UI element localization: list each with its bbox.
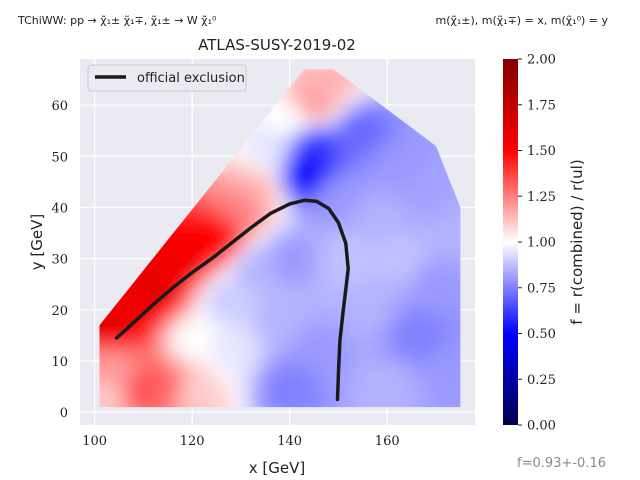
- x-tick-label: 120: [180, 434, 205, 449]
- x-tick-label: 160: [375, 434, 400, 449]
- x-tick-label: 140: [277, 434, 302, 449]
- y-axis: 0 10 20 30 40 50 60: [51, 99, 68, 421]
- legend-entry-official-exclusion: official exclusion: [137, 71, 245, 86]
- header-left: TChiWW: pp → χ̃₁± χ̃₁∓, χ̃₁± → W χ̃₁⁰: [17, 14, 217, 27]
- y-tick-label: 50: [51, 150, 68, 165]
- colorbar-label: f = r(combined) / r(ul): [568, 159, 586, 324]
- colorbar-tick-label: 2.00: [527, 53, 556, 68]
- y-tick-label: 60: [51, 99, 68, 114]
- legend: official exclusion: [87, 64, 247, 92]
- x-axis-label: x [GeV]: [249, 459, 305, 477]
- colorbar-tick-label: 0.50: [527, 327, 556, 342]
- colorbar: [503, 59, 518, 425]
- y-tick-label: 40: [51, 201, 68, 216]
- x-tick-label: 100: [82, 434, 107, 449]
- chart-title: ATLAS-SUSY-2019-02: [198, 36, 356, 54]
- header-right: m(χ̃₁±), m(χ̃₁∓) = x, m(χ̃₁⁰) = y: [436, 14, 609, 27]
- exclusion-line: [114, 198, 350, 402]
- colorbar-tick-label: 0.25: [527, 373, 556, 388]
- colorbar-ticks: 0.00 0.25 0.50 0.75 1.00 1.25 1.50 1.75 2.00: [518, 53, 556, 434]
- colorbar-tick-label: 0.00: [527, 419, 556, 434]
- colorbar-tick-label: 1.50: [527, 144, 556, 159]
- y-axis-label: y [GeV]: [28, 214, 46, 270]
- x-axis: 100 120 140 160: [82, 434, 399, 449]
- colorbar-tick-label: 0.75: [527, 281, 556, 296]
- y-tick-label: 0: [60, 406, 68, 421]
- legend-box: [87, 64, 247, 92]
- y-tick-label: 10: [51, 355, 68, 370]
- y-tick-label: 30: [51, 253, 68, 268]
- colorbar-tick-label: 1.00: [527, 236, 556, 251]
- footer-fit: f=0.93+-0.16: [517, 456, 606, 471]
- colorbar-tick-label: 1.75: [527, 98, 556, 113]
- y-tick-label: 20: [51, 304, 68, 319]
- colorbar-tick-label: 1.25: [527, 190, 556, 205]
